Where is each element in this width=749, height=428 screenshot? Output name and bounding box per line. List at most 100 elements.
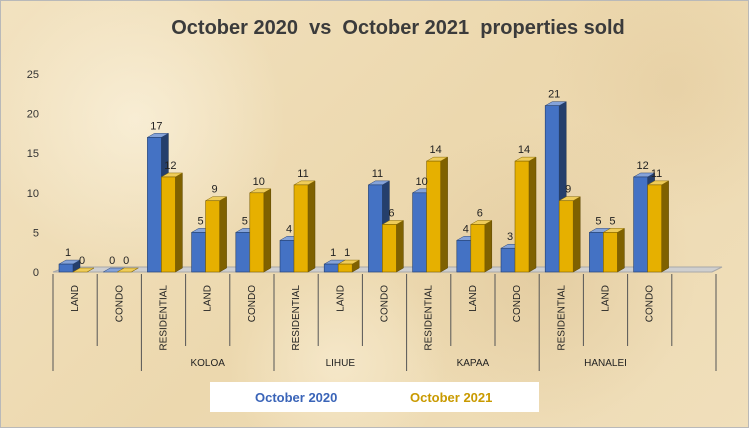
bar-front bbox=[647, 184, 662, 273]
bar-front bbox=[249, 192, 265, 273]
y-tick-label: 20 bbox=[27, 109, 39, 121]
data-label: 12 bbox=[636, 160, 648, 172]
category-label: LAND bbox=[203, 285, 214, 312]
bar-side bbox=[175, 172, 183, 273]
bar-front bbox=[58, 263, 74, 273]
group-label: KAPAA bbox=[457, 358, 490, 369]
bar-side bbox=[396, 220, 404, 273]
data-label: 0 bbox=[109, 255, 115, 267]
data-label: 5 bbox=[242, 215, 248, 227]
bar-front bbox=[323, 263, 339, 273]
category-label: LAND bbox=[601, 285, 612, 312]
data-label: 0 bbox=[79, 255, 85, 267]
y-tick-label: 25 bbox=[27, 69, 39, 81]
chart-title: October 2020 vs October 2021 properties … bbox=[171, 17, 625, 39]
data-label: 6 bbox=[477, 207, 483, 219]
data-label: 1 bbox=[344, 247, 350, 259]
bar-front bbox=[544, 105, 560, 273]
bar-side bbox=[307, 180, 316, 273]
bar-front bbox=[470, 224, 486, 273]
bar bbox=[469, 220, 493, 273]
y-tick-label: 10 bbox=[27, 188, 39, 200]
bar-front bbox=[147, 137, 162, 273]
data-label: 17 bbox=[150, 120, 162, 132]
data-label: 14 bbox=[518, 144, 530, 156]
data-label: 5 bbox=[595, 215, 601, 227]
legend: October 2020 October 2021 bbox=[210, 382, 539, 412]
data-label: 9 bbox=[565, 184, 571, 196]
bar-side bbox=[661, 180, 669, 273]
bar-top bbox=[116, 267, 140, 273]
bar-front bbox=[633, 176, 648, 273]
category-label: CONDO bbox=[380, 285, 391, 322]
data-label: 11 bbox=[651, 168, 662, 180]
data-label: 0 bbox=[123, 255, 129, 267]
bar-side bbox=[484, 220, 493, 273]
data-label: 4 bbox=[463, 223, 469, 235]
bar bbox=[381, 220, 405, 273]
group-label: LIHUE bbox=[326, 358, 356, 369]
bar-front bbox=[293, 184, 309, 273]
bar-front bbox=[426, 160, 441, 273]
category-label: RESIDENTIAL bbox=[291, 285, 302, 351]
category-label: LAND bbox=[70, 285, 81, 312]
category-label: RESIDENTIAL bbox=[159, 285, 170, 351]
bar-front bbox=[589, 232, 604, 273]
legend-entry-october-2020: October 2020 bbox=[255, 389, 338, 405]
data-label: 10 bbox=[415, 176, 427, 188]
category-label: RESIDENTIAL bbox=[424, 285, 435, 351]
category-label: LAND bbox=[468, 285, 479, 312]
bar-side bbox=[572, 196, 581, 273]
bar-front bbox=[368, 184, 383, 273]
category-label: CONDO bbox=[247, 285, 258, 322]
bar-side bbox=[528, 156, 537, 273]
data-label: 5 bbox=[198, 215, 204, 227]
category-label: RESIDENTIAL bbox=[556, 285, 567, 351]
data-label: 9 bbox=[212, 184, 218, 196]
category-label: CONDO bbox=[114, 285, 125, 322]
bar-side bbox=[263, 188, 272, 273]
bar bbox=[514, 156, 537, 273]
legend-entry-october-2021: October 2021 bbox=[410, 389, 493, 405]
bar bbox=[72, 267, 95, 273]
data-label: 11 bbox=[372, 168, 383, 180]
bar-side bbox=[617, 227, 625, 273]
category-label: CONDO bbox=[645, 285, 656, 322]
bar-front bbox=[500, 247, 516, 273]
data-label: 12 bbox=[164, 160, 176, 172]
bar bbox=[425, 156, 449, 273]
bar-front bbox=[337, 263, 353, 273]
bar-front bbox=[161, 176, 176, 273]
data-label: 14 bbox=[429, 144, 441, 156]
bar-side bbox=[219, 196, 227, 273]
bar bbox=[58, 259, 81, 273]
category-label: LAND bbox=[335, 285, 346, 312]
bar-front bbox=[412, 192, 427, 273]
data-label: 6 bbox=[388, 207, 394, 219]
bar bbox=[602, 227, 626, 273]
bar-front bbox=[205, 200, 220, 273]
y-tick-label: 15 bbox=[27, 148, 39, 160]
bar bbox=[293, 180, 316, 273]
data-label: 10 bbox=[253, 176, 265, 188]
bar-front bbox=[456, 240, 472, 273]
bar-front bbox=[279, 240, 295, 273]
bar bbox=[204, 196, 228, 273]
bar-front bbox=[558, 200, 574, 273]
group-label: HANALEI bbox=[584, 358, 627, 369]
data-label: 3 bbox=[507, 231, 513, 243]
bar-front bbox=[603, 232, 618, 273]
bar-front bbox=[191, 232, 206, 273]
data-label: 21 bbox=[548, 89, 560, 101]
y-tick-label: 5 bbox=[33, 227, 39, 239]
bar bbox=[337, 259, 361, 273]
data-label: 1 bbox=[330, 247, 336, 259]
bar-front bbox=[382, 224, 397, 273]
category-label: CONDO bbox=[512, 285, 523, 322]
data-label: 1 bbox=[65, 247, 71, 259]
bar-front bbox=[514, 160, 530, 273]
data-label: 11 bbox=[297, 168, 308, 180]
